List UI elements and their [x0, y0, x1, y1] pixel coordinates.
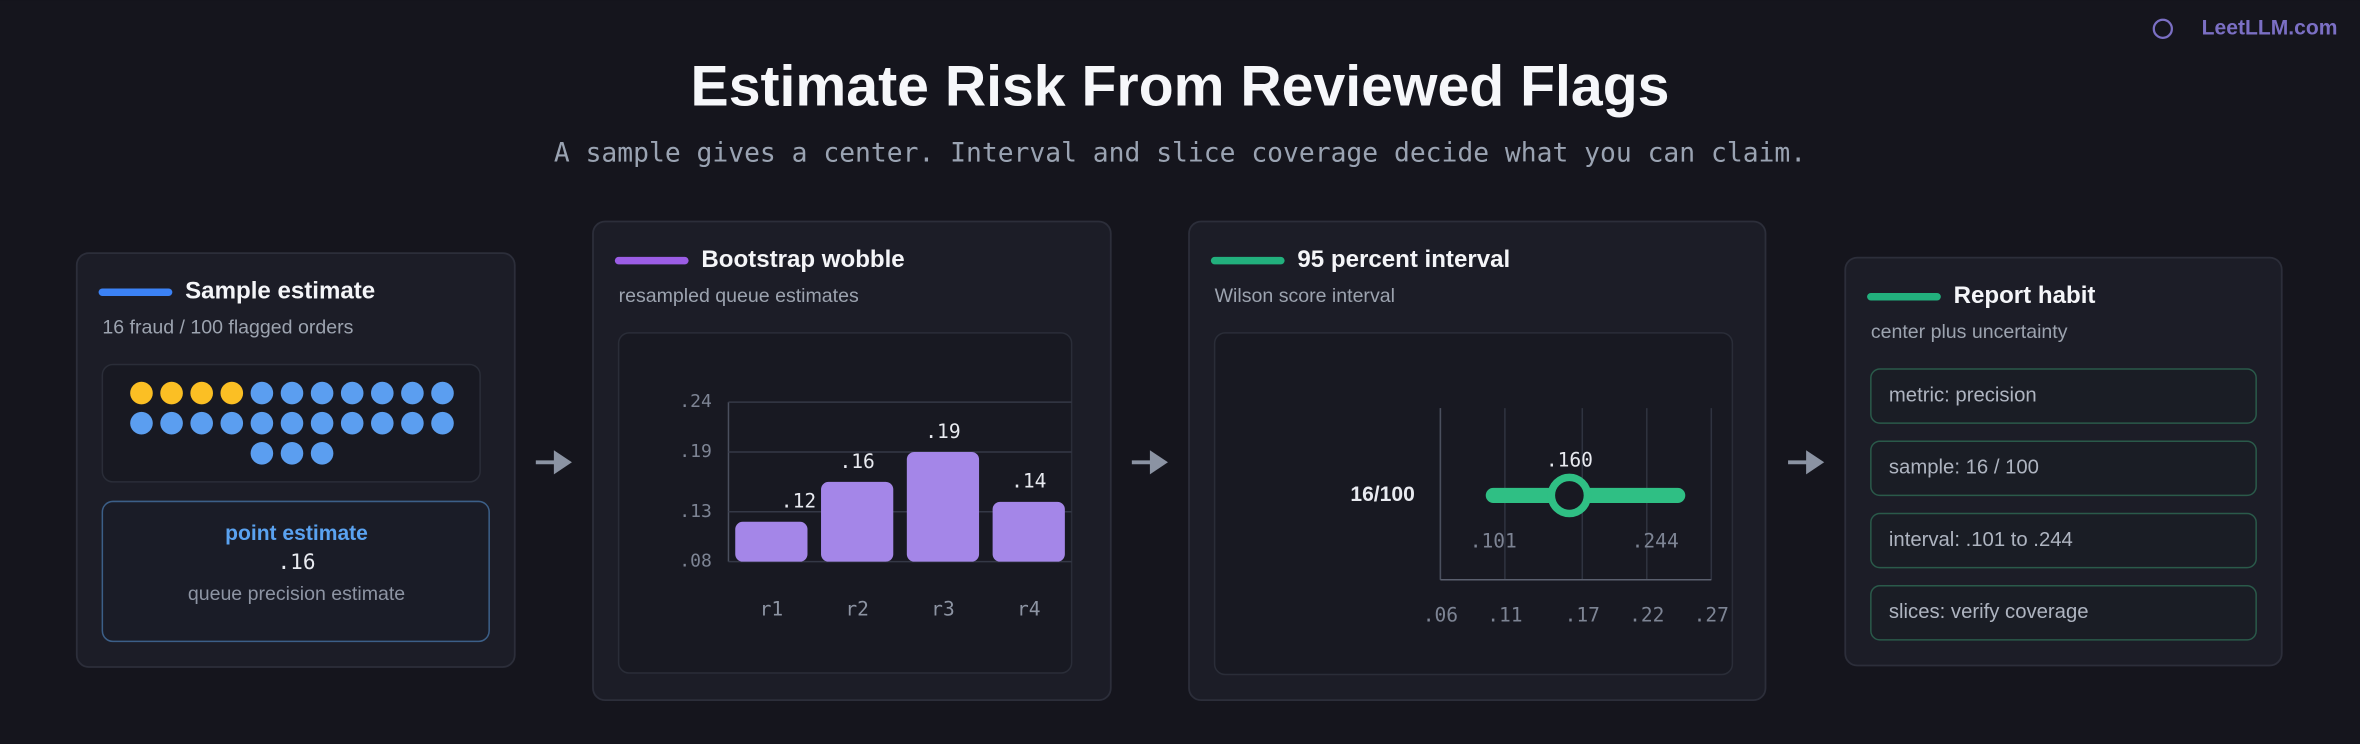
point-label: .160	[1546, 448, 1593, 471]
brand: LeetLLM.com	[2202, 16, 2338, 39]
dot	[190, 381, 213, 405]
dot	[371, 381, 394, 405]
point	[1547, 473, 1592, 518]
x-tick-label: r4	[1017, 597, 1041, 620]
dot	[190, 411, 213, 435]
y-tick-label: .19	[679, 441, 712, 462]
bar	[992, 501, 1065, 562]
value-label: .16	[839, 450, 874, 473]
title: Estimate Risk From Reviewed Flags	[691, 55, 1670, 119]
report-item	[1870, 368, 2257, 424]
dot	[401, 411, 424, 435]
dot	[250, 411, 274, 435]
arrow	[535, 450, 572, 475]
x-tick-label: .06	[1423, 603, 1458, 626]
report-item-text: slices: verify coverage	[1889, 601, 2089, 623]
y-tick-label: .13	[679, 501, 712, 522]
bar	[821, 481, 894, 562]
dot	[250, 381, 274, 405]
y-tick-label: .08	[679, 551, 712, 572]
bar	[906, 451, 980, 562]
dot	[220, 411, 244, 435]
dot	[431, 411, 454, 435]
x-tick-label: r1	[760, 597, 784, 620]
dot	[310, 441, 334, 465]
x-tick-label: r2	[845, 597, 869, 620]
panel-title: Sample estimate	[185, 278, 375, 305]
value-label: .19	[925, 420, 960, 443]
value-label: .14	[1011, 470, 1046, 493]
estimate-box	[101, 500, 490, 643]
estimate-caption: queue precision estimate	[188, 583, 405, 605]
dot	[371, 411, 394, 435]
panel-title: 95 percent interval	[1297, 246, 1510, 273]
dot	[220, 381, 244, 405]
dot	[280, 411, 304, 435]
low-label: .101	[1470, 530, 1517, 553]
dot	[130, 411, 153, 435]
subtitle: A sample gives a center. Interval and sl…	[554, 138, 1806, 168]
dot	[160, 411, 183, 435]
dot	[280, 441, 304, 465]
chart-box	[1213, 332, 1734, 676]
dot	[250, 441, 274, 465]
panel-subtitle: center plus uncertainty	[1871, 321, 2068, 343]
x-tick-label: .11	[1487, 603, 1522, 626]
panel-subtitle: resampled queue estimates	[619, 285, 859, 307]
arrow	[1788, 450, 1825, 475]
report-item-text: metric: precision	[1889, 384, 2037, 406]
value-label: .12	[781, 490, 816, 513]
x-tick-label: .17	[1565, 603, 1600, 626]
estimate-value: .16	[277, 549, 315, 574]
brand-icon	[2152, 18, 2173, 39]
x-tick-label: .22	[1629, 603, 1664, 626]
report-item	[1870, 584, 2257, 641]
dot	[310, 411, 334, 435]
dot	[431, 381, 454, 405]
panel-title: Report habit	[1954, 282, 2096, 309]
dot	[401, 381, 424, 405]
dot	[130, 381, 153, 405]
panel-subtitle: 16 fraud / 100 flagged orders	[102, 317, 353, 339]
report-item-text: sample: 16 / 100	[1889, 457, 2039, 479]
report-item-text: interval: .101 to .244	[1889, 529, 2073, 551]
panel-subtitle: Wilson score interval	[1215, 285, 1395, 307]
dot	[340, 411, 364, 435]
dot	[160, 381, 183, 405]
arrow	[1131, 450, 1168, 475]
report-item	[1870, 512, 2257, 569]
report-item	[1870, 440, 2257, 497]
x-tick-label: .27	[1694, 603, 1729, 626]
bar	[735, 521, 808, 562]
dot	[280, 381, 304, 405]
high-label: .244	[1632, 530, 1679, 553]
estimate-label: point estimate	[225, 522, 368, 545]
panel-title: Bootstrap wobble	[701, 246, 904, 273]
y-tick-label: .24	[679, 391, 712, 412]
dot	[340, 381, 364, 405]
x-tick-label: r3	[931, 597, 955, 620]
row-label: 16/100	[1350, 483, 1414, 506]
dot	[310, 381, 334, 405]
